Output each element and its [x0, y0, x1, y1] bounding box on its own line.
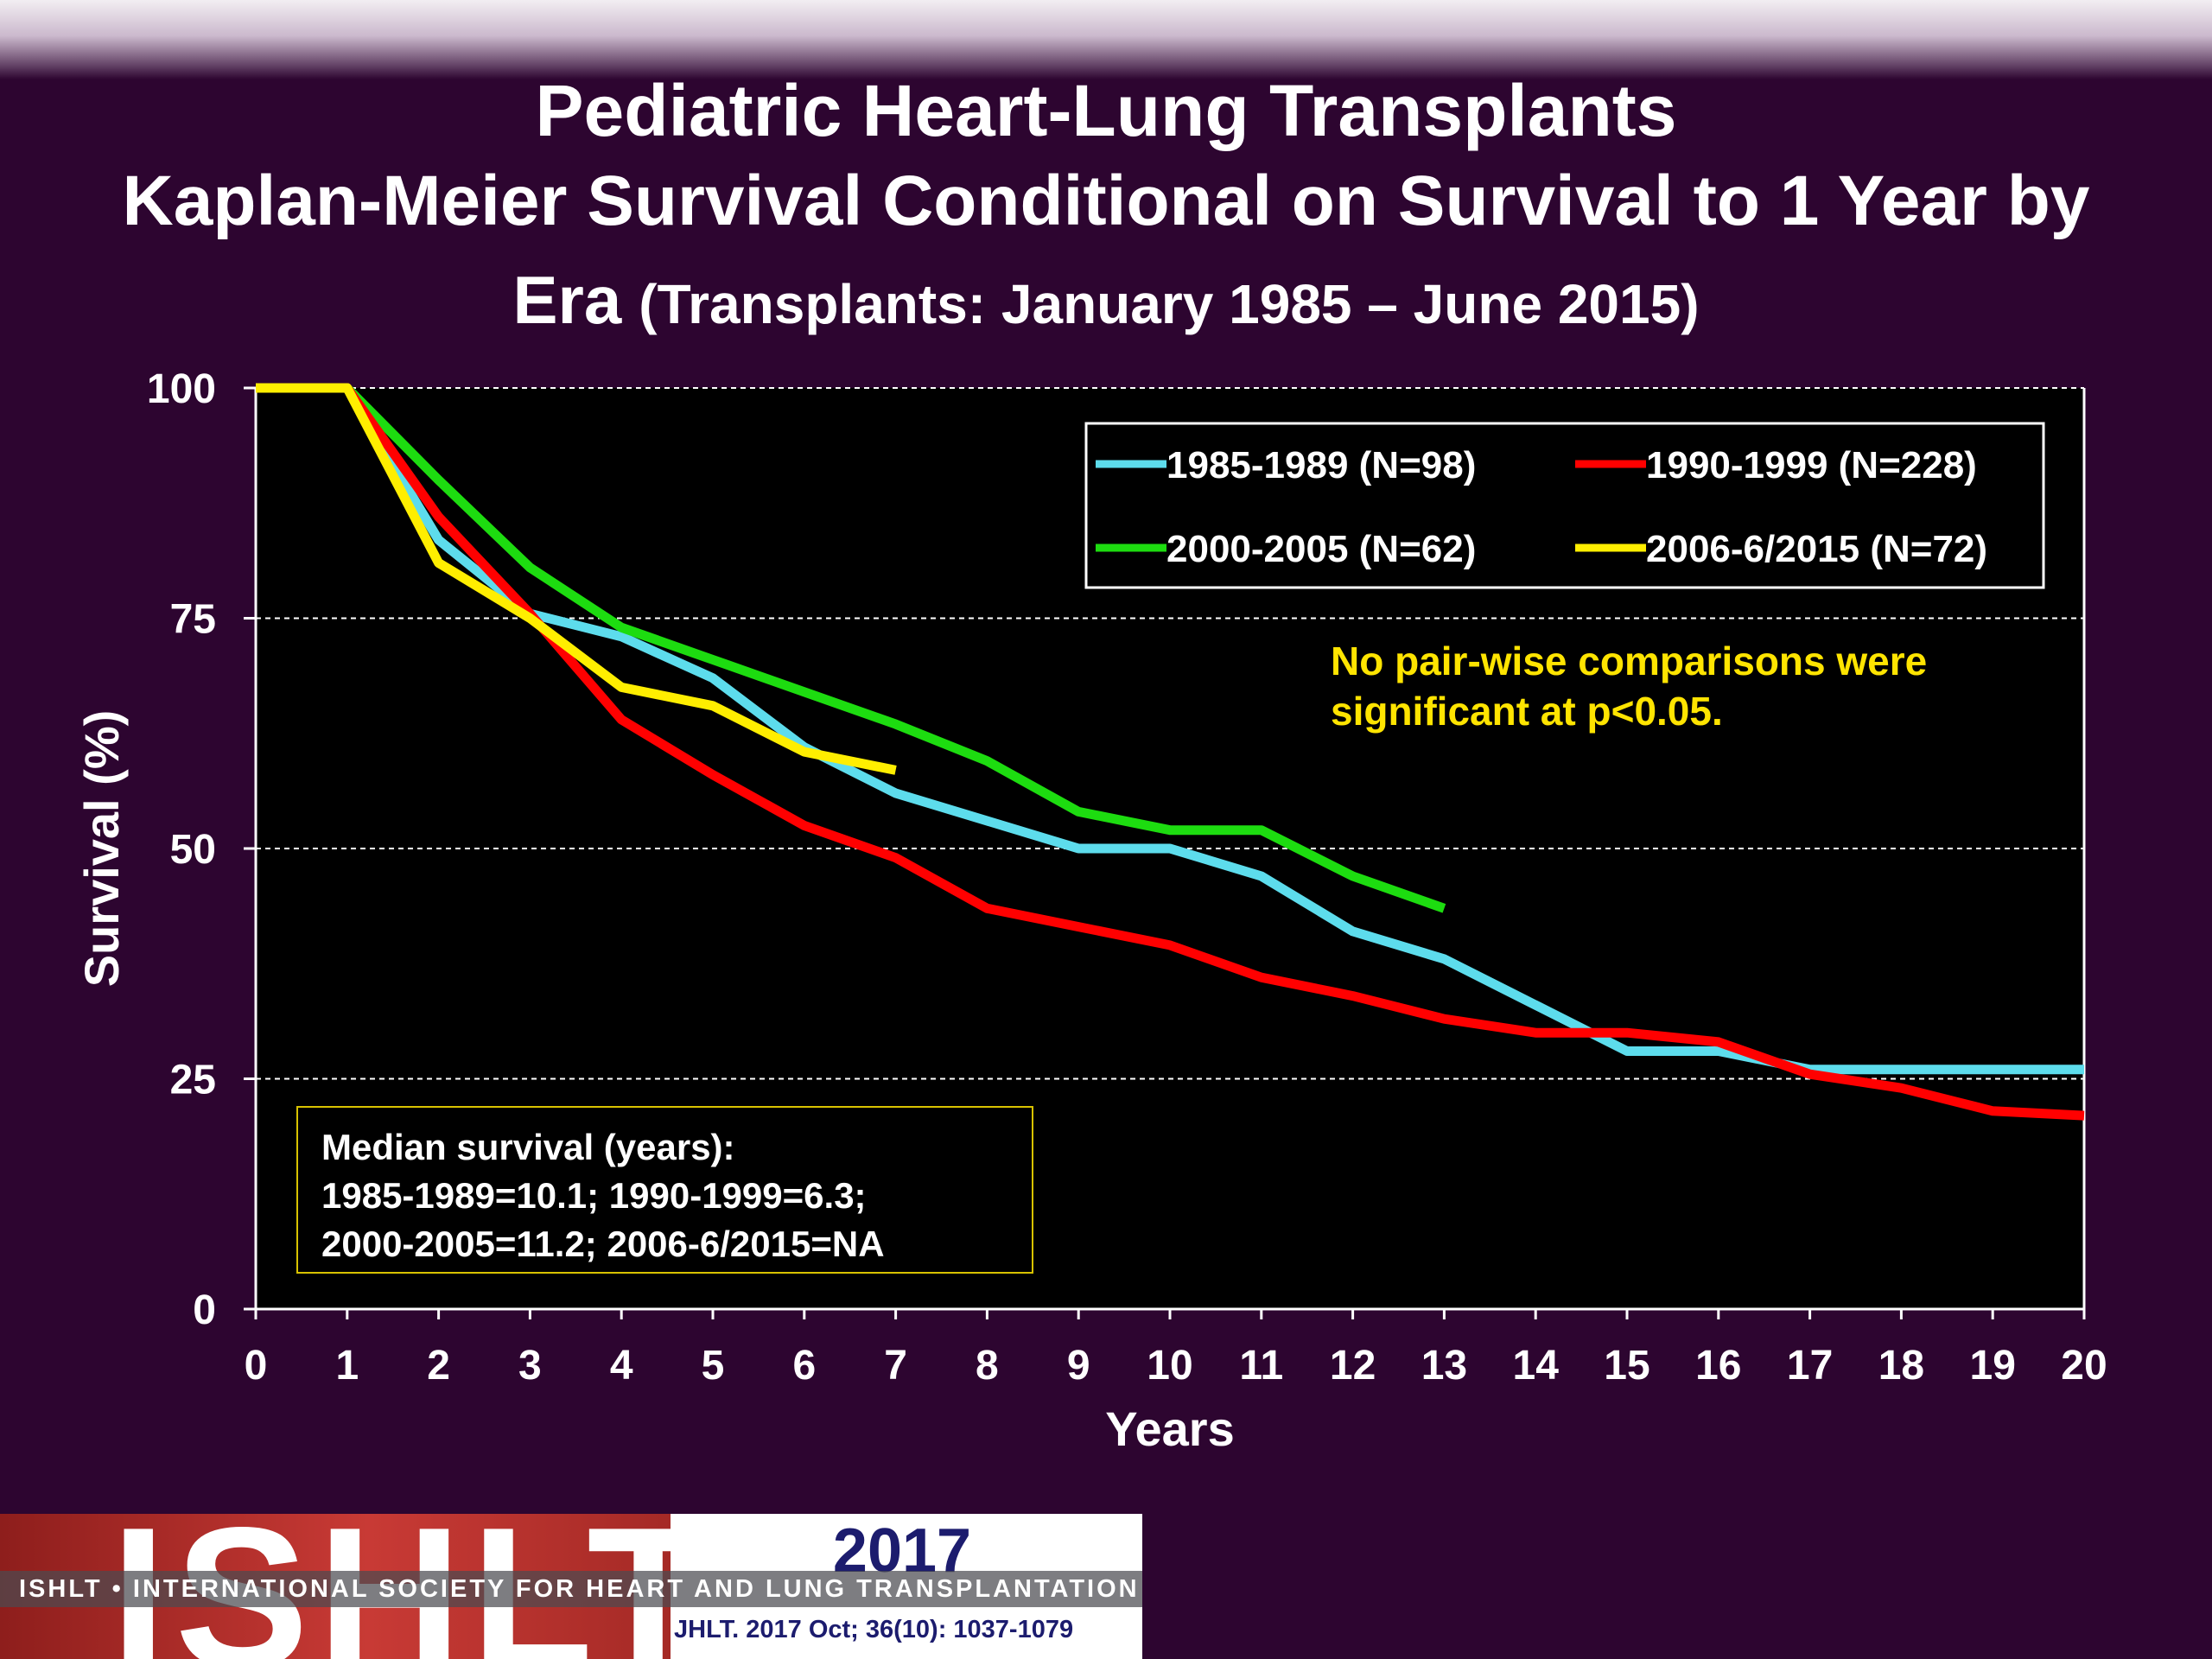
x-tick-label-7: 7	[884, 1343, 907, 1389]
x-tick-label-18: 18	[1878, 1343, 1924, 1389]
footer-logo: ISHLT 2017 ISHLT • INTERNATIONAL SOCIETY…	[0, 1514, 1142, 1659]
median-box-line3: 2000-2005=11.2; 2006-6/2015=NA	[321, 1224, 885, 1264]
x-axis-label: Years	[1105, 1402, 1235, 1456]
x-tick-label-1: 1	[335, 1343, 359, 1389]
series-lines	[256, 383, 2085, 1121]
x-tick-label-2: 2	[427, 1343, 450, 1389]
header-gradient-band	[0, 0, 2212, 79]
axes	[244, 386, 2086, 1319]
legend-label-0: 1985-1989 (N=98)	[1166, 444, 1476, 486]
significance-note: No pair-wise comparisons were significan…	[1331, 636, 1927, 736]
y-axis-label: Survival (%)	[74, 710, 129, 988]
legend-label-3: 2006-6/2015 (N=72)	[1646, 528, 1987, 570]
median-box-heading: Median survival (years):	[321, 1127, 735, 1167]
y-tick-label-50: 50	[170, 827, 216, 873]
legend: 1985-1989 (N=98) 1990-1999 (N=228) 2000-20…	[1084, 422, 2045, 589]
y-tick-label-100: 100	[147, 366, 216, 412]
tick-labels: 0 1 2 3 4 5 6 7 8 9 10 11 12 13 14 15 16 17 18 19 2002550751…	[147, 366, 2107, 1389]
x-tick-label-4: 4	[610, 1343, 633, 1389]
legend-box	[1084, 422, 2045, 589]
subtitle-date-range: (Transplants: January 1985 – June 2015)	[639, 273, 1700, 335]
y-tick-label-0: 0	[193, 1287, 216, 1333]
x-tick-label-16: 16	[1695, 1343, 1741, 1389]
chart-subtitle-line2: Era (Transplants: January 1985 – June 201…	[0, 261, 2212, 340]
x-tick-label-13: 13	[1421, 1343, 1467, 1389]
series-line-2000-2	[256, 383, 1446, 913]
legend-label-2: 2000-2005 (N=62)	[1166, 528, 1476, 570]
y-tick-label-25: 25	[170, 1058, 216, 1103]
subtitle-era: Era	[512, 262, 622, 338]
x-tick-label-8: 8	[976, 1343, 999, 1389]
series-line-1990-1	[256, 383, 2085, 1121]
x-tick-label-5: 5	[702, 1343, 725, 1389]
median-box-line2: 1985-1989=10.1; 1990-1999=6.3;	[321, 1175, 867, 1216]
significance-note-line1: No pair-wise comparisons were	[1331, 639, 1928, 683]
chart-title: Pediatric Heart-Lung Transplants	[535, 70, 1677, 151]
significance-note-line2: significant at p<0.05.	[1331, 689, 1723, 734]
x-tick-label-6: 6	[792, 1343, 816, 1389]
median-survival-box: Median survival (years): 1985-1989=10.1;…	[296, 1106, 1033, 1274]
x-tick-label-10: 10	[1147, 1343, 1192, 1389]
x-tick-label-12: 12	[1330, 1343, 1376, 1389]
organization-name-band: ISHLT • INTERNATIONAL SOCIETY FOR HEART …	[0, 1571, 1142, 1607]
x-tick-label-15: 15	[1604, 1343, 1649, 1389]
legend-label-1: 1990-1999 (N=228)	[1646, 444, 1977, 486]
x-tick-label-0: 0	[245, 1343, 268, 1389]
x-tick-label-14: 14	[1513, 1343, 1560, 1389]
x-tick-label-19: 19	[1970, 1343, 2016, 1389]
y-tick-label-75: 75	[170, 597, 216, 643]
x-tick-label-20: 20	[2061, 1343, 2107, 1389]
x-tick-label-9: 9	[1067, 1343, 1090, 1389]
journal-citation: JHLT. 2017 Oct; 36(10): 1037-1079	[674, 1616, 1074, 1643]
series-line-2006-3	[256, 383, 897, 775]
chart-subtitle-line1: Kaplan-Meier Survival Conditional on Sur…	[122, 162, 2090, 240]
x-tick-label-11: 11	[1239, 1343, 1283, 1389]
x-tick-label-17: 17	[1787, 1343, 1833, 1389]
x-tick-label-3: 3	[518, 1343, 542, 1389]
